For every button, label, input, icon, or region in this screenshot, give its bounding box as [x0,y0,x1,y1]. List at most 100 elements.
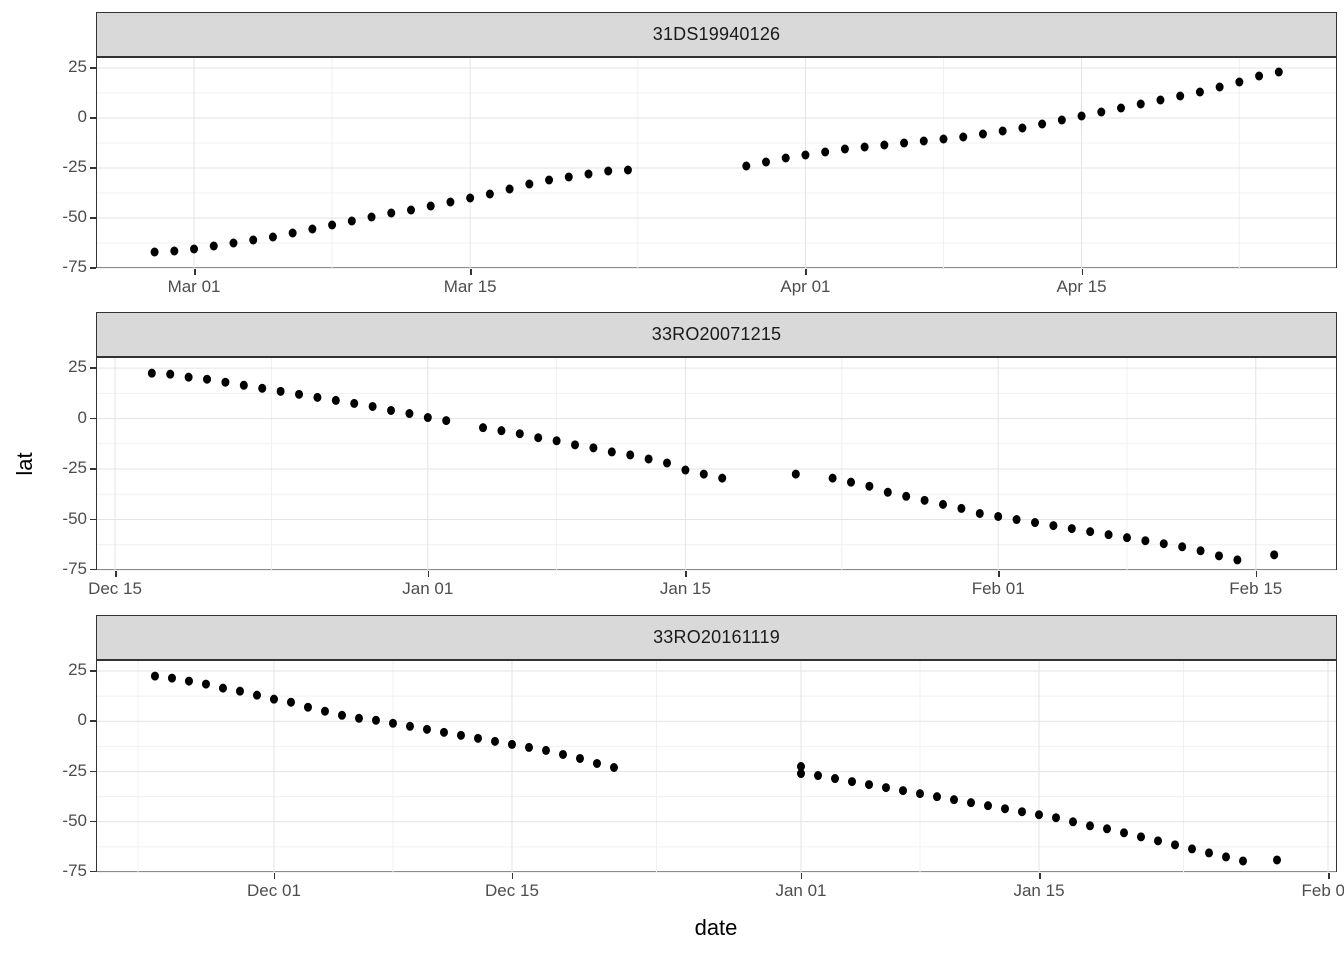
data-point [900,138,909,148]
data-point [1000,804,1009,814]
data-point [507,739,516,749]
x-tick-mark [685,571,687,577]
data-point [1274,67,1283,77]
x-tick-label: Jan 01 [402,579,454,598]
data-point [1018,123,1027,133]
x-tick-mark [805,269,807,275]
data-point [978,129,987,139]
data-point [288,228,297,238]
data-point [1104,530,1113,540]
facet-strip: 33RO20161119 [96,615,1337,660]
data-point [456,730,465,740]
data-point [485,189,494,199]
data-point [1052,813,1061,823]
data-point [1035,810,1044,820]
data-point [505,184,514,194]
data-point [1030,518,1039,528]
data-point [983,801,992,811]
y-tick-mark [90,367,96,369]
data-point [1012,515,1021,525]
plot-canvas [97,58,1336,269]
data-point [150,247,159,257]
data-point [1176,91,1185,101]
data-point [295,389,304,399]
data-point [545,175,554,185]
data-point [1057,115,1066,125]
data-point [387,208,396,218]
data-point [367,212,376,222]
data-point [1067,524,1076,534]
facet-strip: 31DS19940126 [96,12,1337,57]
data-point [534,433,543,443]
data-point [524,742,533,752]
data-point [426,201,435,211]
x-tick-label: Mar 01 [167,277,221,296]
x-tick-mark [1039,873,1041,879]
data-point [405,721,414,731]
y-tick-mark [90,720,96,722]
data-point [276,386,285,396]
x-tick-mark [1255,571,1258,577]
data-point [525,179,534,189]
x-tick-mark [273,873,276,879]
data-point [473,733,482,743]
data-point [405,409,414,419]
plot-area [96,357,1337,571]
data-point [1159,539,1168,549]
data-point [1235,77,1244,87]
x-tick-mark [427,571,430,577]
y-tick-label: -25 [62,760,87,780]
y-tick-label: -50 [62,810,87,830]
data-point [1215,82,1224,92]
y-tick-label: -50 [62,207,87,226]
data-point [1273,855,1282,865]
data-point [975,508,984,518]
data-point [252,690,261,700]
data-point [442,416,451,426]
data-point [919,136,928,146]
data-point [190,244,199,254]
data-point [354,713,363,723]
data-point [1117,103,1126,113]
data-point [387,405,396,415]
x-tick-mark [1328,873,1330,879]
x-tick-label: Jan 01 [775,881,827,900]
data-point [663,458,672,468]
data-point [184,372,193,382]
data-point [371,715,380,725]
data-point [1086,821,1095,831]
data-point [1214,551,1223,561]
data-point [932,792,941,802]
data-point [229,238,238,248]
data-point [303,702,312,712]
data-point [681,465,690,475]
data-point [166,369,175,379]
data-point [801,150,810,160]
facet-strip-label: 33RO20161119 [653,627,780,647]
data-point [626,450,635,460]
y-tick-label: -75 [62,257,87,276]
data-point [644,454,653,464]
x-tick-label: Dec 15 [485,881,539,900]
data-point [607,447,616,457]
data-point [796,769,805,779]
data-point [313,392,322,402]
data-point [1086,527,1095,537]
y-tick-label: -50 [62,508,87,528]
data-point [830,774,839,784]
data-point [902,491,911,501]
x-tick-label: Apr 15 [1056,277,1107,296]
data-point [347,216,356,226]
data-point [209,241,218,251]
plot-canvas [97,358,1336,571]
data-point [938,499,947,509]
y-tick-label: -75 [62,558,87,578]
data-point [258,383,267,393]
data-point [423,413,432,423]
data-point [466,193,475,203]
data-point [865,481,874,491]
data-point [791,469,800,479]
data-point [898,786,907,796]
data-point [1156,95,1165,105]
